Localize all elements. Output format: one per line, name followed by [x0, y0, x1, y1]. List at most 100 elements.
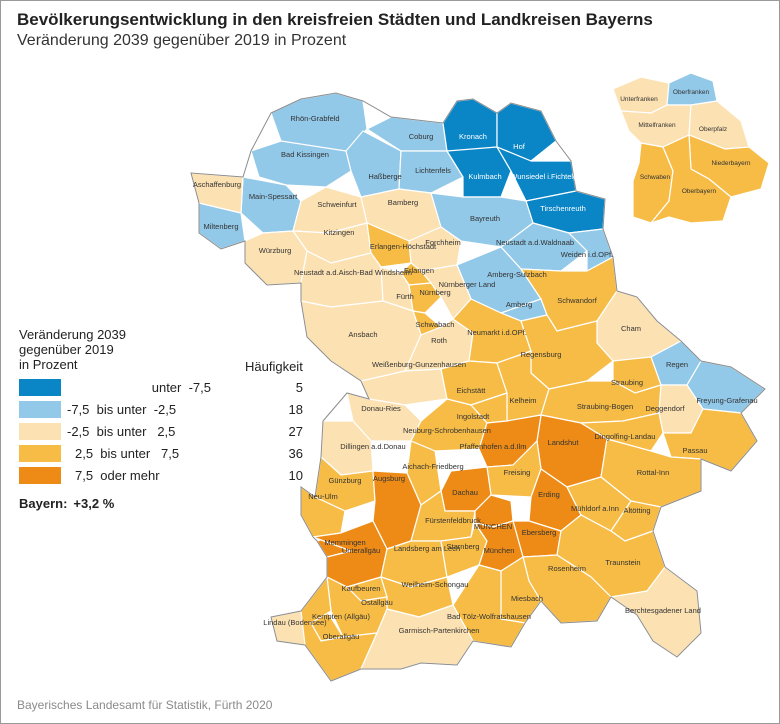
legend-row: 2,5 bis unter 7,5 36 — [19, 445, 303, 463]
inset-shapes — [612, 72, 770, 225]
legend-row: 7,5 oder mehr 10 — [19, 467, 303, 485]
svg-text:Neumarkt i.d.OPf.: Neumarkt i.d.OPf. — [467, 328, 527, 337]
inset-shape-oberbayern — [649, 134, 732, 225]
svg-text:Miltenberg: Miltenberg — [203, 222, 238, 231]
svg-text:Weißenburg-Gunzenhausen: Weißenburg-Gunzenhausen — [372, 360, 466, 369]
label-nuernberger-land: Nürnberger Land — [439, 280, 496, 289]
svg-text:Neustadt a.d.Aisch-Bad Windshe: Neustadt a.d.Aisch-Bad Windsheim — [294, 268, 412, 277]
svg-text:Kulmbach: Kulmbach — [468, 172, 501, 181]
label-eichstaett: Eichstätt — [457, 386, 487, 395]
svg-text:Oberpfalz: Oberpfalz — [699, 126, 727, 133]
svg-text:Ansbach: Ansbach — [348, 330, 377, 339]
label-lindau: Lindau (Bodensee) — [263, 618, 327, 627]
region-shape-kronach — [442, 98, 498, 152]
svg-text:Landshut: Landshut — [548, 438, 580, 447]
svg-text:Cham: Cham — [621, 324, 641, 333]
label-erlangen-hoechstadt: Erlangen-Höchstadt — [370, 242, 437, 251]
legend-row: -2,5 bis unter 2,5 27 — [19, 423, 303, 441]
svg-text:Unterfranken: Unterfranken — [620, 96, 658, 103]
region-labels: Rhön-Grabfeld Bad Kissingen Coburg Krona… — [193, 114, 758, 641]
inset-label-oberpfalz: Oberpfalz — [699, 126, 727, 133]
svg-text:Niederbayern: Niederbayern — [711, 160, 750, 167]
map-subtitle: Veränderung 2039 gegenüber 2019 in Proze… — [17, 32, 347, 49]
inset-label-oberbayern: Oberbayern — [682, 188, 717, 195]
inset-label-oberfranken: Oberfranken — [673, 89, 710, 96]
svg-text:Amberg-Sulzbach: Amberg-Sulzbach — [487, 270, 547, 279]
svg-text:Rottal-Inn: Rottal-Inn — [637, 468, 670, 477]
svg-text:Amberg: Amberg — [506, 300, 532, 309]
label-garmisch: Garmisch-Partenkirchen — [399, 626, 480, 635]
label-schweinfurt: Schweinfurt — [317, 200, 357, 209]
label-dingolfing: Dingolfing-Landau — [595, 432, 656, 441]
label-guenzburg: Günzburg — [329, 476, 362, 485]
svg-text:Kempten (Allgäu): Kempten (Allgäu) — [312, 612, 370, 621]
label-nea-bw: Neustadt a.d.Aisch-Bad Windsheim — [294, 268, 412, 277]
label-oberallgaeu: Oberallgäu — [323, 632, 360, 641]
label-freyung: Freyung-Grafenau — [696, 396, 757, 405]
inset-label-mittelfranken: Mittelfranken — [638, 122, 676, 129]
label-erding: Erding — [538, 490, 560, 499]
label-ansbach: Ansbach — [348, 330, 377, 339]
legend-swatch — [19, 379, 61, 396]
svg-text:Regensburg: Regensburg — [521, 350, 562, 359]
legend-frequency-header: Häufigkeit — [245, 359, 303, 374]
legend-range: 7,5 oder mehr — [75, 468, 160, 483]
svg-text:Forchheim: Forchheim — [425, 238, 460, 247]
svg-text:Kitzingen: Kitzingen — [324, 228, 355, 237]
region-shape-erlangen-hoechstadt — [366, 222, 412, 268]
svg-text:Donau-Ries: Donau-Ries — [361, 404, 401, 413]
inset-label-schwaben: Schwaben — [640, 174, 671, 181]
label-kempten: Kempten (Allgäu) — [312, 612, 370, 621]
label-bad-toelz: Bad Tölz-Wolfratshausen — [447, 612, 531, 621]
legend-swatch — [19, 445, 61, 462]
label-wuerzburg: Würzburg — [259, 246, 292, 255]
label-muenchen-city: MÜNCHEN — [474, 522, 512, 531]
svg-text:Freising: Freising — [504, 468, 531, 477]
legend-row: -7,5 bis unter -2,5 18 — [19, 401, 303, 419]
label-kelheim: Kelheim — [509, 396, 536, 405]
svg-text:Landsberg am Lech: Landsberg am Lech — [394, 544, 460, 553]
svg-text:Rosenheim: Rosenheim — [548, 564, 586, 573]
svg-text:Nürnberg: Nürnberg — [419, 288, 450, 297]
label-landshut: Landshut — [548, 438, 580, 447]
bavaria-total: Bayern: +3,2 % — [19, 496, 114, 511]
label-straubing-bogen: Straubing-Bogen — [577, 402, 633, 411]
legend-count: 36 — [288, 446, 303, 461]
svg-text:Unterallgäu: Unterallgäu — [342, 546, 380, 555]
label-dillingen: Dillingen a.d.Donau — [340, 442, 405, 451]
label-miesbach: Miesbach — [511, 594, 543, 603]
label-wunsiedel: Wunsiedel i.Fichtelgeb. — [510, 172, 587, 181]
svg-text:Schwabach: Schwabach — [416, 320, 455, 329]
svg-text:Memmingen: Memmingen — [324, 538, 365, 547]
label-freising: Freising — [504, 468, 531, 477]
svg-text:Coburg: Coburg — [409, 132, 434, 141]
label-weissenburg: Weißenburg-Gunzenhausen — [372, 360, 466, 369]
svg-text:Weiden i.d.OPf.: Weiden i.d.OPf. — [561, 250, 613, 259]
label-fuerstenfeldbruck: Fürstenfeldbruck — [425, 516, 481, 525]
svg-text:Roth: Roth — [431, 336, 447, 345]
legend-swatch — [19, 467, 61, 484]
svg-text:Bamberg: Bamberg — [388, 198, 418, 207]
label-aschaffenburg: Aschaffenburg — [193, 180, 241, 189]
svg-text:Lindau (Bodensee): Lindau (Bodensee) — [263, 618, 327, 627]
svg-text:Wunsiedel i.Fichtelgeb.: Wunsiedel i.Fichtelgeb. — [510, 172, 587, 181]
legend-range: -2,5 bis unter 2,5 — [67, 424, 176, 439]
label-pfaffenhofen: Pfaffenhofen a.d.Ilm — [460, 442, 527, 451]
label-deggendorf: Deggendorf — [645, 404, 685, 413]
legend-title-line1: Veränderung 2039 — [19, 327, 126, 342]
legend-title-line3: in Prozent — [19, 357, 78, 372]
label-tirschenreuth: Tirschenreuth — [540, 204, 586, 213]
svg-text:Ebersberg: Ebersberg — [522, 528, 557, 537]
legend-count: 27 — [288, 424, 303, 439]
svg-text:Bad Kissingen: Bad Kissingen — [281, 150, 329, 159]
svg-text:Pfaffenhofen a.d.Ilm: Pfaffenhofen a.d.Ilm — [460, 442, 527, 451]
svg-text:Main-Spessart: Main-Spessart — [249, 192, 298, 201]
label-hassberge: Haßberge — [368, 172, 401, 181]
label-weiden: Weiden i.d.OPf. — [561, 250, 613, 259]
svg-text:Fürstenfeldbruck: Fürstenfeldbruck — [425, 516, 481, 525]
label-lichtenfels: Lichtenfels — [415, 166, 451, 175]
svg-text:Kaufbeuren: Kaufbeuren — [342, 584, 381, 593]
inset-labels: Unterfranken Oberfranken Mittelfranken O… — [620, 89, 751, 195]
legend-title: Veränderung 2039 gegenüber 2019 in Proze… — [19, 327, 126, 372]
svg-text:Eichstätt: Eichstätt — [457, 386, 487, 395]
